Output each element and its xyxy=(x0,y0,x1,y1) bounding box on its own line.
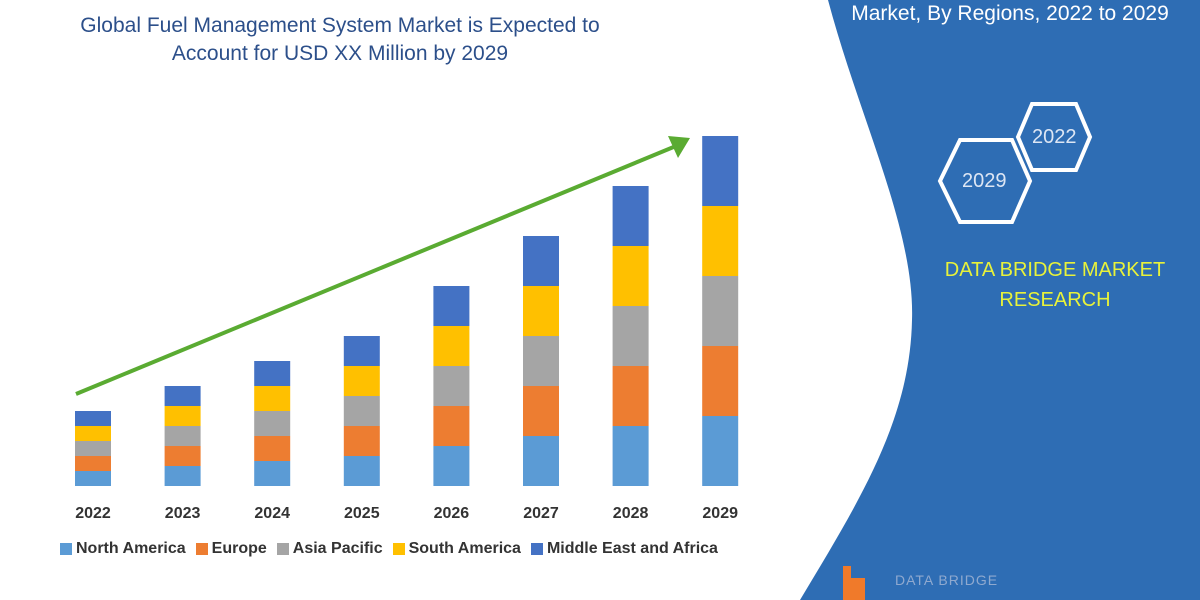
right-title: Market, By Regions, 2022 to 2029 xyxy=(851,2,1169,25)
bar-segment-2023-0 xyxy=(164,466,201,486)
logo-icon xyxy=(843,566,865,600)
bar-segment-2028-2 xyxy=(612,306,649,366)
bar-segment-2029-2 xyxy=(702,276,739,346)
bar-segment-2024-0 xyxy=(254,461,291,486)
brand-line-1: DATA BRIDGE MARKET xyxy=(944,259,1166,281)
legend-label: North America xyxy=(76,540,186,557)
hexagon-2022 xyxy=(1015,102,1093,172)
x-tick-label: 2023 xyxy=(165,505,201,522)
bar-segment-2024-3 xyxy=(254,386,291,411)
legend-item: Middle East and Africa xyxy=(530,540,718,558)
legend-label: Europe xyxy=(211,540,267,557)
bar-segment-2022-4 xyxy=(75,411,111,426)
bar-segment-2025-3 xyxy=(343,366,380,396)
chart-title: Global Fuel Management System Market is … xyxy=(60,12,620,68)
hex-label-2029: 2029 xyxy=(962,170,1007,192)
bar-segment-2029-3 xyxy=(702,206,739,276)
bar-segment-2025-4 xyxy=(343,336,380,366)
legend: North America Europe Asia Pacific South Ame… xyxy=(60,540,718,558)
brand-text: DATA BRIDGE MARKET RESEARCH xyxy=(920,255,1190,315)
bar-segment-2024-4 xyxy=(254,361,291,386)
bar-segment-2028-1 xyxy=(612,366,649,426)
legend-label: South America xyxy=(408,540,521,557)
bar-segment-2026-2 xyxy=(433,366,470,406)
title-line-1: Global Fuel Management System Market is … xyxy=(80,14,600,37)
bar-segment-2026-0 xyxy=(433,446,470,486)
bar-segment-2027-4 xyxy=(523,236,559,286)
hex-label-2022: 2022 xyxy=(1032,126,1077,148)
bar-segment-2027-0 xyxy=(523,436,559,486)
bar-segment-2022-1 xyxy=(75,456,111,471)
bar-segment-2027-3 xyxy=(523,286,559,336)
legend-swatch xyxy=(392,543,405,555)
legend-item: Asia Pacific xyxy=(276,540,383,558)
title-line-2: Account for USD XX Million by 2029 xyxy=(171,42,509,65)
bar-segment-2023-1 xyxy=(164,446,201,466)
blue-panel xyxy=(800,0,1200,600)
bar-segment-2023-3 xyxy=(164,406,201,426)
bar-segment-2026-4 xyxy=(433,286,470,326)
bar-segment-2029-0 xyxy=(702,416,739,486)
legend-swatch xyxy=(60,543,72,555)
legend-item: North America xyxy=(60,540,186,558)
x-tick-label: 2027 xyxy=(523,505,559,522)
bar-segment-2029-4 xyxy=(702,136,739,206)
bar-segment-2025-2 xyxy=(343,396,380,426)
legend-swatch xyxy=(276,543,289,555)
bar-segment-2023-2 xyxy=(164,426,201,446)
bar-segment-2023-4 xyxy=(164,386,201,406)
legend-item: South America xyxy=(392,540,521,558)
legend-label: Asia Pacific xyxy=(292,540,383,557)
bar-segment-2022-2 xyxy=(75,441,111,456)
x-tick-label: 2028 xyxy=(613,505,649,522)
arrow-head-icon xyxy=(668,136,690,158)
bar-segment-2022-3 xyxy=(75,426,111,441)
bar-segment-2024-1 xyxy=(254,436,291,461)
bar-segment-2029-1 xyxy=(702,346,739,416)
bar-segment-2027-1 xyxy=(523,386,559,436)
hexagon-2029 xyxy=(937,138,1033,224)
bar-segment-2028-0 xyxy=(612,426,649,486)
bar-segment-2025-0 xyxy=(343,456,380,486)
brand-line-2: RESEARCH xyxy=(999,289,1111,311)
x-tick-label: 2024 xyxy=(254,505,290,522)
bar-segment-2028-3 xyxy=(612,246,649,306)
bar-segment-2026-1 xyxy=(433,406,470,446)
bar-segment-2025-1 xyxy=(343,426,380,456)
trend-arrow xyxy=(75,144,677,396)
x-tick-label: 2025 xyxy=(344,505,380,522)
bar-segment-2028-4 xyxy=(612,186,649,246)
legend-item: Europe xyxy=(195,540,267,558)
logo-text: DATA BRIDGE xyxy=(895,572,999,588)
legend-swatch xyxy=(530,543,543,555)
legend-swatch xyxy=(195,543,208,555)
bar-segment-2024-2 xyxy=(254,411,291,436)
bar-segment-2026-3 xyxy=(433,326,470,366)
x-tick-label: 2022 xyxy=(75,505,111,522)
x-tick-label: 2026 xyxy=(434,505,470,522)
x-tick-label: 2029 xyxy=(702,505,738,522)
legend-label: Middle East and Africa xyxy=(546,540,718,557)
bar-segment-2022-0 xyxy=(75,471,111,486)
bar-segment-2027-2 xyxy=(523,336,559,386)
